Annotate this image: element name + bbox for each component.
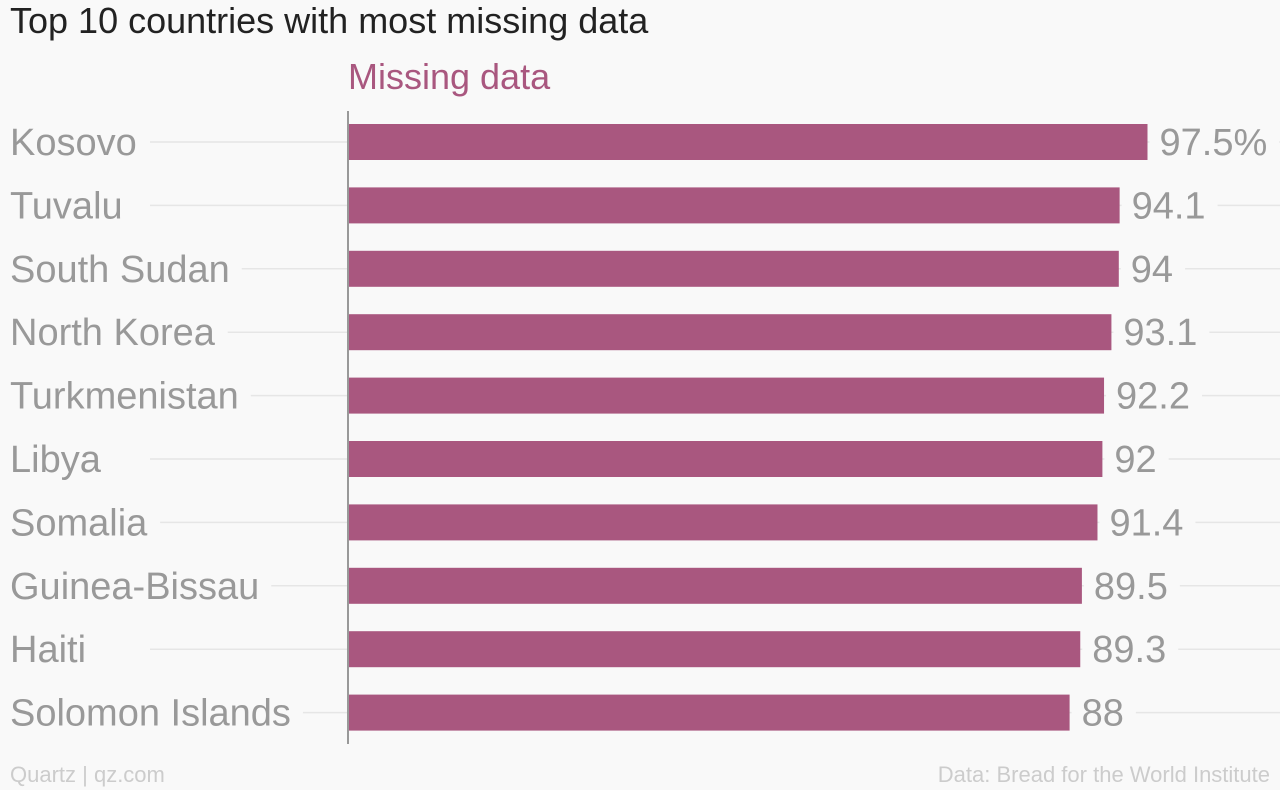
value-background: [1099, 502, 1196, 545]
value-label: 94.1: [1132, 185, 1206, 227]
bars: [348, 124, 1148, 731]
bar: [348, 631, 1081, 668]
label-background: [0, 312, 228, 355]
value-background: [1149, 122, 1280, 164]
category-labels: Kosovo Tuvalu South Sudan North Korea Turkme…: [0, 122, 303, 735]
category-label: Guinea-Bissau: [10, 566, 259, 608]
label-background: [0, 692, 303, 735]
value-labels: 97.5% 94.1 94 93.1 92.2 92 91.4 89.5 89.3 88: [1071, 122, 1280, 735]
value-label: 97.5%: [1160, 122, 1268, 164]
footer-source: Data: Bread for the World Institute: [937, 762, 1270, 787]
value-label: 93.1: [1123, 312, 1197, 354]
value-background: [1120, 248, 1186, 291]
value-background: [1121, 185, 1218, 228]
label-background: [0, 375, 251, 418]
bar: [348, 441, 1103, 477]
bar: [348, 187, 1120, 224]
category-label: Kosovo: [10, 122, 137, 164]
value-label: 92.2: [1116, 376, 1190, 418]
value-label: 89.3: [1092, 629, 1166, 671]
category-label: Haiti: [10, 629, 86, 671]
label-background: [0, 502, 161, 545]
bar: [348, 377, 1105, 414]
label-background: [0, 122, 149, 164]
bar: [348, 567, 1082, 604]
value-label: 92: [1114, 439, 1156, 481]
chart-title: Top 10 countries with most missing data: [10, 0, 649, 41]
series-label: Missing data: [348, 56, 551, 97]
bar: [348, 504, 1098, 541]
value-background: [1071, 692, 1136, 735]
value-label: 89.5: [1094, 566, 1168, 608]
label-background: [0, 565, 272, 608]
value-background: [1113, 312, 1210, 355]
category-label: Libya: [10, 439, 102, 481]
category-label: Turkmenistan: [10, 376, 239, 418]
label-background: [0, 248, 242, 291]
value-label: 88: [1082, 693, 1124, 735]
label-background: [0, 629, 99, 672]
value-background: [1082, 629, 1179, 672]
value-label: 94: [1131, 249, 1173, 291]
value-background: [1106, 375, 1203, 418]
category-label: Tuvalu: [10, 185, 123, 227]
bar: [348, 314, 1112, 351]
category-label: South Sudan: [10, 249, 230, 291]
gridlines: [150, 141, 1280, 714]
value-background: [1083, 565, 1180, 608]
category-label: Somalia: [10, 502, 148, 544]
footer-credit: Quartz | qz.com: [10, 762, 165, 787]
category-label: Solomon Islands: [10, 693, 291, 735]
category-label: North Korea: [10, 312, 216, 354]
label-background: [0, 185, 135, 228]
value-label: 91.4: [1109, 502, 1183, 544]
label-background: [0, 439, 114, 481]
value-background: [1104, 439, 1169, 481]
bar: [348, 250, 1119, 287]
bar: [348, 694, 1070, 731]
bar: [348, 124, 1148, 160]
